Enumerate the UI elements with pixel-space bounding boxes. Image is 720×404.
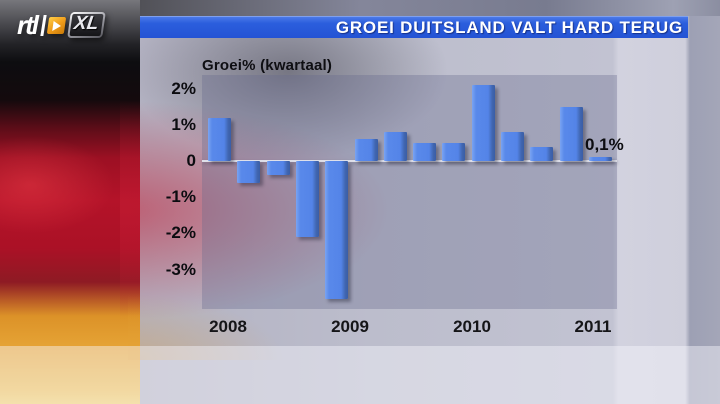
rtl-xl-logo: rtl XL	[17, 7, 107, 43]
flag-red-glow	[120, 95, 430, 335]
bar-2008-q2	[237, 161, 261, 183]
zero-axis-line	[202, 160, 617, 162]
play-icon	[46, 16, 67, 34]
bar-2008-q1	[208, 117, 231, 161]
bar-2008-q4	[295, 161, 319, 238]
y-axis-tick-label: 2%	[171, 78, 196, 98]
y-axis-tick-label: 1%	[171, 114, 196, 134]
bar-2011-q1	[559, 106, 583, 161]
flag-red-sheen	[0, 120, 140, 260]
bar-2009-q1	[325, 161, 349, 299]
rtl-wordmark: rtl	[17, 10, 39, 40]
logo-divider	[40, 14, 47, 36]
bar-2011-q2	[588, 157, 612, 161]
bar-2010-q1	[442, 142, 466, 161]
flag-gold-glow	[128, 288, 298, 360]
y-axis-tick-label: -3%	[165, 259, 196, 279]
xl-badge: XL	[67, 12, 107, 38]
chart-title: Groei% (kwartaal)	[202, 57, 333, 74]
y-axis-tick-label: 0	[186, 151, 196, 170]
x-axis-year-label: 2009	[331, 317, 369, 336]
plot-area	[202, 75, 617, 309]
xl-label: XL	[72, 13, 100, 35]
y-axis-tick-label: -1%	[165, 187, 196, 207]
bar-2009-q3	[383, 132, 407, 161]
bar-2009-q2	[354, 139, 378, 161]
last-value-label: 0,1%	[585, 135, 624, 154]
bar-2010-q2	[471, 84, 495, 161]
bar-2010-q3	[501, 132, 524, 161]
bar-2008-q3	[266, 161, 290, 176]
bar-2010-q4	[530, 146, 554, 161]
x-axis-year-label: 2010	[453, 317, 491, 336]
bottom-light-strip	[0, 346, 720, 404]
headline-text: GROEI DUITSLAND VALT HARD TERUG	[335, 18, 683, 37]
x-axis-year-label: 2011	[574, 317, 612, 336]
bar-2009-q4	[413, 142, 437, 161]
top-gray-strip	[140, 0, 720, 16]
x-axis-year-label: 2008	[209, 317, 247, 336]
headline-bar: GROEI DUITSLAND VALT HARD TERUG	[140, 16, 688, 38]
y-axis-tick-label: -2%	[165, 223, 196, 243]
